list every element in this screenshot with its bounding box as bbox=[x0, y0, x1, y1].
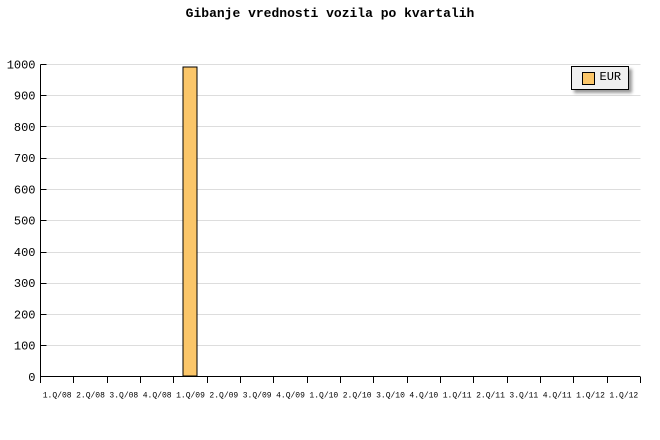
svg-text:4.Q/09: 4.Q/09 bbox=[276, 392, 305, 401]
svg-text:1.Q/11: 1.Q/11 bbox=[443, 392, 472, 401]
svg-text:700: 700 bbox=[14, 152, 36, 166]
svg-text:800: 800 bbox=[14, 121, 36, 135]
svg-text:2.Q/11: 2.Q/11 bbox=[476, 392, 505, 401]
svg-text:1.Q/10: 1.Q/10 bbox=[309, 392, 338, 401]
svg-text:1.Q/12: 1.Q/12 bbox=[609, 392, 638, 401]
svg-text:2.Q/09: 2.Q/09 bbox=[209, 392, 238, 401]
svg-text:200: 200 bbox=[14, 308, 36, 322]
svg-text:4.Q/11: 4.Q/11 bbox=[543, 392, 572, 401]
svg-text:0: 0 bbox=[28, 371, 35, 385]
svg-text:300: 300 bbox=[14, 277, 36, 291]
svg-text:3.Q/10: 3.Q/10 bbox=[376, 392, 405, 401]
svg-text:500: 500 bbox=[14, 215, 36, 229]
svg-text:2.Q/08: 2.Q/08 bbox=[76, 392, 105, 401]
svg-text:4.Q/10: 4.Q/10 bbox=[409, 392, 438, 401]
svg-text:900: 900 bbox=[14, 90, 36, 104]
svg-text:3.Q/11: 3.Q/11 bbox=[509, 392, 538, 401]
svg-text:1.Q/08: 1.Q/08 bbox=[43, 392, 72, 401]
svg-text:600: 600 bbox=[14, 183, 36, 197]
svg-text:1.Q/12: 1.Q/12 bbox=[576, 392, 605, 401]
svg-text:1.Q/09: 1.Q/09 bbox=[176, 392, 205, 401]
svg-text:3.Q/08: 3.Q/08 bbox=[109, 392, 138, 401]
svg-text:3.Q/09: 3.Q/09 bbox=[243, 392, 272, 401]
svg-text:4.Q/08: 4.Q/08 bbox=[143, 392, 172, 401]
svg-text:1000: 1000 bbox=[7, 58, 36, 72]
svg-text:100: 100 bbox=[14, 340, 36, 354]
svg-text:2.Q/10: 2.Q/10 bbox=[343, 392, 372, 401]
svg-text:400: 400 bbox=[14, 246, 36, 260]
